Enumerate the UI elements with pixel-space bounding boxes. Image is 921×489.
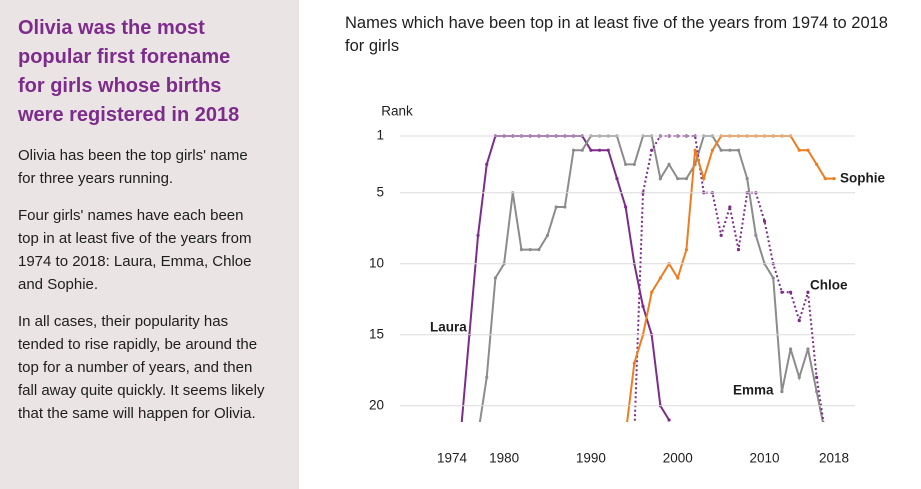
- paragraph: In all cases, their popularity has tende…: [18, 313, 265, 422]
- panel-heading: Olivia was the most popular first forena…: [18, 17, 240, 126]
- y-tick-label: 15: [369, 326, 384, 341]
- point: [658, 276, 662, 280]
- point: [780, 290, 784, 294]
- point: [571, 148, 576, 152]
- point: [624, 205, 628, 209]
- point: [824, 433, 827, 436]
- point: [624, 433, 627, 436]
- x-tick-label: 1990: [576, 451, 606, 466]
- point: [485, 375, 489, 379]
- point: [823, 177, 827, 181]
- series-line: [633, 135, 825, 422]
- point: [554, 205, 558, 209]
- point: [615, 177, 619, 181]
- side-panel: Olivia was the most popular first forena…: [0, 0, 299, 489]
- point: [632, 162, 636, 166]
- y-tick-label: 5: [376, 184, 384, 199]
- chart-title: Names which have been top in at least fi…: [345, 14, 888, 55]
- point: [736, 248, 741, 252]
- y-axis-label: Rank: [381, 104, 413, 119]
- point: [632, 361, 636, 365]
- point: [754, 233, 758, 237]
- series-line: [460, 135, 670, 422]
- y-tick-label: 10: [369, 255, 384, 270]
- point: [485, 162, 489, 166]
- x-tick-label: 1980: [489, 451, 519, 466]
- point: [762, 219, 767, 223]
- point: [684, 177, 689, 181]
- point: [736, 148, 741, 152]
- point: [545, 233, 550, 237]
- point: [806, 148, 810, 152]
- point: [788, 290, 793, 294]
- point: [728, 205, 732, 209]
- series-label: Laura: [430, 320, 467, 335]
- point: [606, 148, 610, 152]
- point: [676, 177, 680, 181]
- point: [728, 148, 732, 152]
- point: [650, 290, 654, 294]
- point: [633, 433, 636, 436]
- point: [719, 233, 723, 237]
- point: [667, 162, 671, 166]
- x-tick-label: 2010: [750, 451, 780, 466]
- point: [815, 162, 819, 166]
- point: [780, 390, 784, 394]
- point: [476, 233, 480, 237]
- point: [832, 177, 836, 181]
- point: [815, 390, 819, 394]
- point: [788, 347, 793, 351]
- point: [771, 276, 775, 280]
- point: [710, 148, 715, 152]
- point: [597, 148, 602, 152]
- point: [476, 433, 479, 436]
- point: [537, 248, 541, 252]
- point: [684, 248, 689, 252]
- point: [624, 162, 628, 166]
- point: [641, 304, 645, 308]
- point: [719, 148, 723, 152]
- point: [693, 148, 697, 152]
- point: [459, 433, 462, 436]
- point: [824, 433, 827, 436]
- point: [667, 418, 671, 422]
- x-tick-label: 2000: [663, 451, 693, 466]
- series-label: Emma: [733, 383, 774, 398]
- series-line: [626, 135, 834, 422]
- paragraph: Olivia has been the top girls' name for …: [18, 147, 248, 187]
- series-label: Chloe: [810, 278, 848, 293]
- point: [797, 319, 801, 323]
- point: [528, 248, 532, 252]
- point: [519, 248, 524, 252]
- point: [806, 347, 810, 351]
- x-tick-label: 2018: [819, 451, 849, 466]
- point: [589, 148, 593, 152]
- point: [806, 290, 810, 294]
- x-tick-label: 1974: [437, 451, 468, 466]
- point: [676, 276, 680, 280]
- point: [797, 148, 801, 152]
- point: [702, 177, 706, 181]
- point: [580, 148, 584, 152]
- point: [658, 177, 662, 181]
- point: [493, 276, 498, 280]
- point: [815, 375, 819, 379]
- point: [745, 177, 749, 181]
- y-tick-label: 1: [376, 128, 384, 143]
- paragraph: Four girls' names have each been top in …: [18, 207, 252, 293]
- point: [650, 148, 654, 152]
- y-tick-label: 20: [369, 397, 384, 412]
- series-label: Sophie: [840, 171, 885, 186]
- point: [563, 205, 567, 209]
- point: [797, 375, 801, 379]
